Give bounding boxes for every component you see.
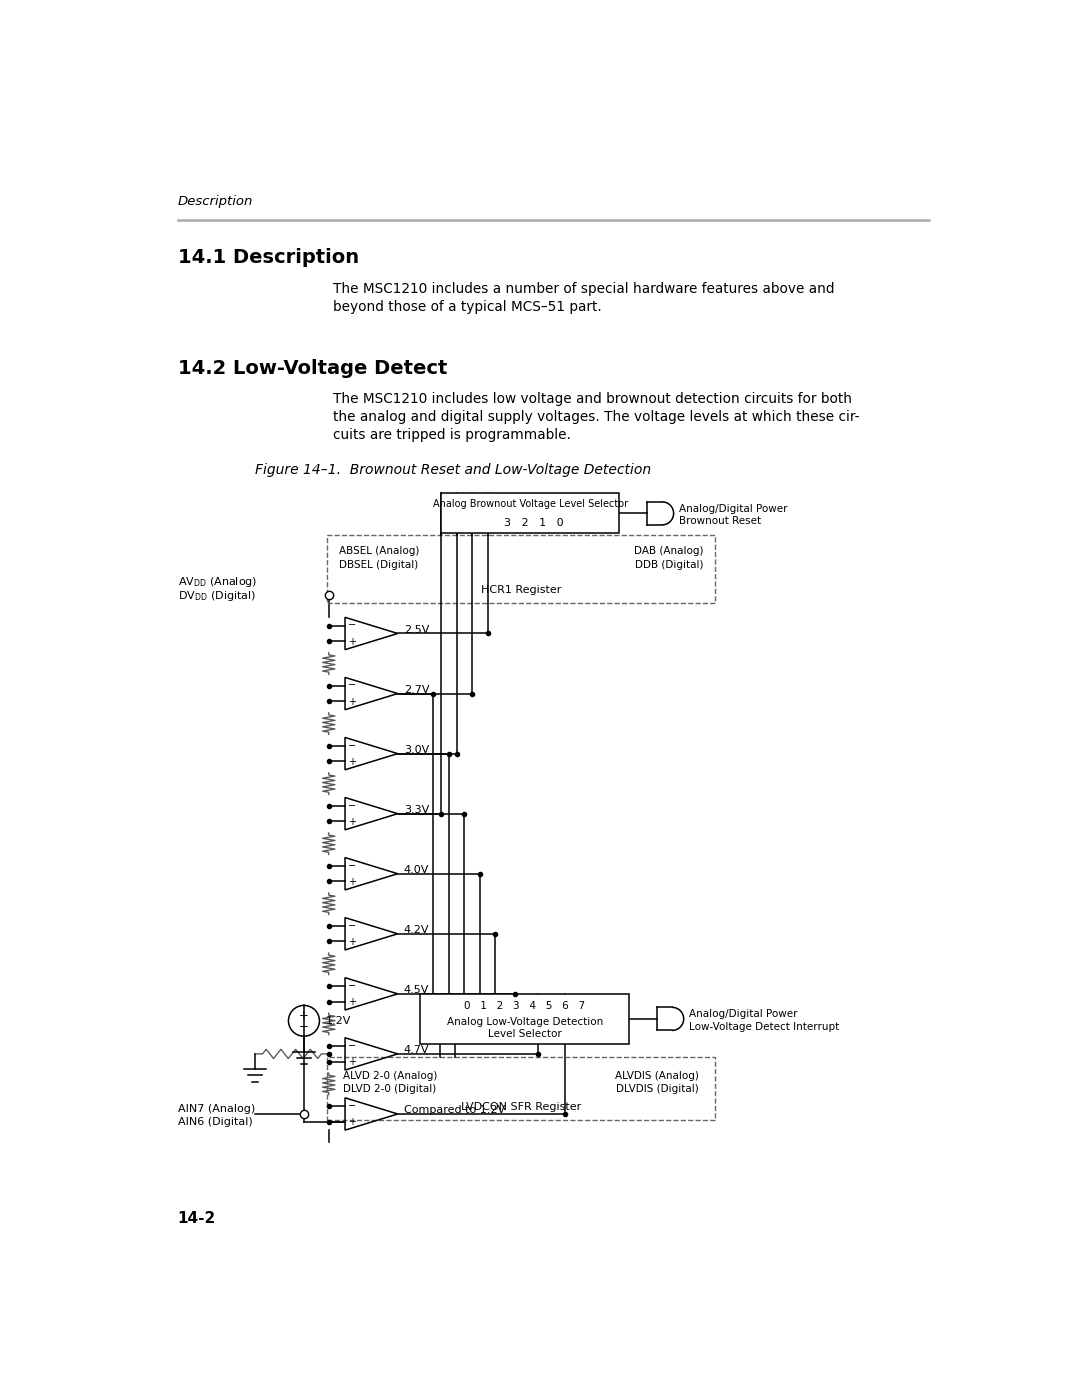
Text: Level Selector: Level Selector [488,1028,562,1039]
Text: Analog/Digital Power: Analog/Digital Power [679,504,787,514]
Text: 4.0V: 4.0V [404,865,430,875]
Text: 14-2: 14-2 [177,1211,216,1225]
Text: −: − [348,680,356,690]
Text: Brownout Reset: Brownout Reset [679,515,761,527]
Bar [327,1058,715,1120]
Text: −: − [348,981,356,990]
Text: Low-Voltage Detect Interrupt: Low-Voltage Detect Interrupt [689,1021,839,1031]
Text: +: + [348,637,356,647]
Text: 2.7V: 2.7V [404,685,430,694]
Text: +: + [348,937,356,947]
Text: AV$_\mathregular{DD}$ (Analog): AV$_\mathregular{DD}$ (Analog) [177,576,257,590]
Text: 1.2V: 1.2V [326,1016,351,1025]
Text: ALVDIS (Analog): ALVDIS (Analog) [616,1071,699,1081]
Text: AIN6 (Digital): AIN6 (Digital) [177,1116,253,1126]
Text: Description: Description [177,194,253,208]
Text: −: − [348,861,356,870]
Text: +: + [299,1009,309,1023]
Text: +: + [348,697,356,707]
Text: −: − [348,620,356,630]
Text: ABSEL (Analog): ABSEL (Analog) [339,546,419,556]
Text: Analog Brownout Voltage Level Selector: Analog Brownout Voltage Level Selector [433,499,627,509]
Text: 3.3V: 3.3V [404,805,429,814]
Text: −: − [348,1101,356,1111]
Text: The MSC1210 includes low voltage and brownout detection circuits for both: The MSC1210 includes low voltage and bro… [333,391,852,405]
Text: Figure 14–1.  Brownout Reset and Low-Voltage Detection: Figure 14–1. Brownout Reset and Low-Volt… [255,462,651,476]
Text: 0   1   2   3   4   5   6   7: 0 1 2 3 4 5 6 7 [464,1002,585,1011]
Text: −: − [299,1020,309,1032]
Bar [327,535,715,602]
Text: 14.1 Description: 14.1 Description [177,249,359,267]
Text: LVDCON SFR Register: LVDCON SFR Register [461,1102,581,1112]
Text: Analog/Digital Power: Analog/Digital Power [689,1009,798,1020]
Text: −: − [348,800,356,810]
Text: DLVD 2-0 (Digital): DLVD 2-0 (Digital) [342,1084,436,1094]
Text: +: + [348,877,356,887]
Text: −: − [348,921,356,930]
Text: +: + [348,1058,356,1067]
Bar [420,993,630,1044]
Text: DLVDIS (Digital): DLVDIS (Digital) [617,1084,699,1094]
Text: −: − [348,740,356,750]
Text: ALVD 2-0 (Analog): ALVD 2-0 (Analog) [342,1071,437,1081]
Text: +: + [348,757,356,767]
Text: DDB (Digital): DDB (Digital) [635,560,703,570]
Text: DAB (Analog): DAB (Analog) [634,546,703,556]
Text: cuits are tripped is programmable.: cuits are tripped is programmable. [333,427,570,441]
Text: 4.2V: 4.2V [404,925,430,935]
Bar [441,493,619,534]
Text: 4.7V: 4.7V [404,1045,430,1055]
Text: The MSC1210 includes a number of special hardware features above and: The MSC1210 includes a number of special… [333,282,834,296]
Text: 2.5V: 2.5V [404,624,430,634]
Text: 3   2   1   0: 3 2 1 0 [504,518,564,528]
Text: 4.5V: 4.5V [404,985,430,995]
Text: DBSEL (Digital): DBSEL (Digital) [339,560,418,570]
Text: AIN7 (Analog): AIN7 (Analog) [177,1105,255,1115]
Text: HCR1 Register: HCR1 Register [481,585,562,595]
Text: +: + [348,1118,356,1127]
Text: 3.0V: 3.0V [404,745,429,754]
Text: −: − [348,1041,356,1051]
Text: Analog Low-Voltage Detection: Analog Low-Voltage Detection [447,1017,603,1027]
Text: +: + [348,997,356,1007]
Text: beyond those of a typical MCS–51 part.: beyond those of a typical MCS–51 part. [333,300,602,314]
Text: Compared to 1.2V: Compared to 1.2V [404,1105,505,1115]
Text: the analog and digital supply voltages. The voltage levels at which these cir-: the analog and digital supply voltages. … [333,411,859,425]
Text: +: + [348,817,356,827]
Text: DV$_\mathregular{DD}$ (Digital): DV$_\mathregular{DD}$ (Digital) [177,588,256,602]
Text: 14.2 Low-Voltage Detect: 14.2 Low-Voltage Detect [177,359,447,377]
